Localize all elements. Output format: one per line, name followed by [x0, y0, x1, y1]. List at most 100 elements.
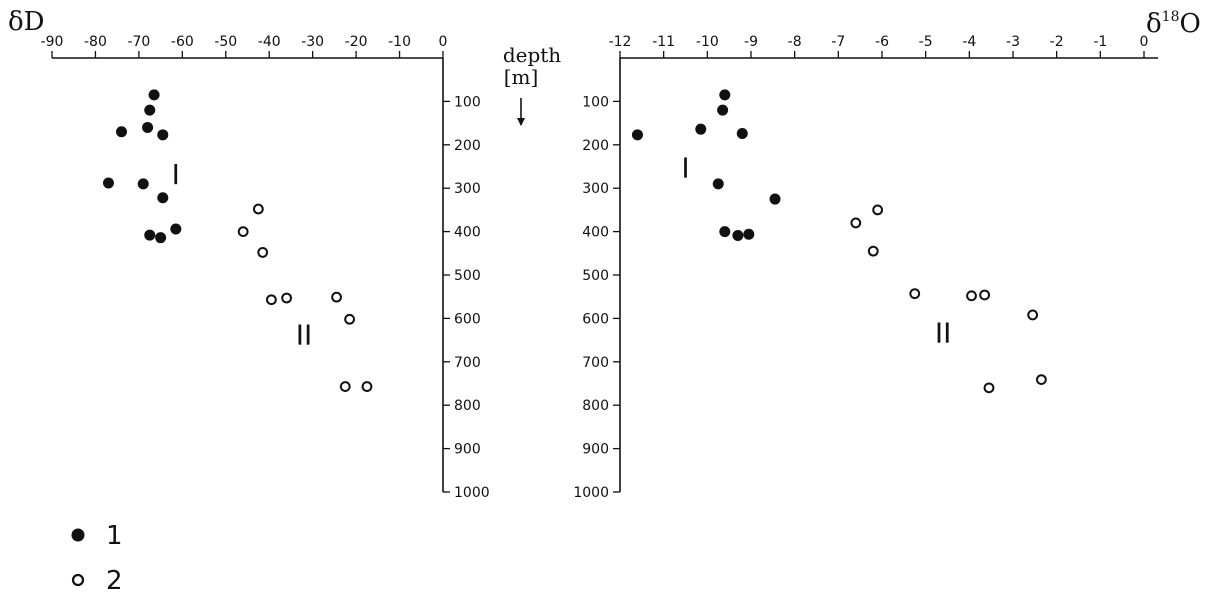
- data-point-series-2: [252, 203, 264, 215]
- data-point-series-1: [144, 229, 156, 241]
- x-tick-label: -3: [1006, 34, 1020, 50]
- y-tick-label: 700: [582, 355, 609, 371]
- data-point-series-2: [361, 381, 373, 392]
- y-tick-label: 900: [454, 442, 481, 458]
- data-point-series-1: [116, 126, 128, 138]
- x-tick-label: -90: [41, 34, 64, 50]
- group-label-ii: II: [296, 318, 313, 351]
- title-main: δD: [8, 7, 45, 37]
- x-tick-label: -60: [171, 34, 194, 50]
- data-point-series-1: [695, 123, 707, 135]
- legend-marker-filled: [71, 528, 85, 542]
- data-point-series-2: [237, 226, 249, 238]
- legend-label-1: 1: [106, 521, 123, 551]
- depth-axis-unit: [m]: [504, 65, 539, 89]
- x-tick-label: -20: [345, 34, 368, 50]
- y-tick-label: 400: [454, 225, 481, 241]
- data-point-series-2: [344, 313, 355, 325]
- group-label-i: I: [172, 158, 180, 191]
- data-point-series-2: [909, 288, 921, 300]
- data-point-series-2: [983, 382, 995, 394]
- title-end: O: [1179, 9, 1200, 39]
- y-tick-label: 100: [582, 94, 609, 110]
- data-point-series-1: [712, 178, 724, 190]
- data-point-series-1: [157, 192, 169, 204]
- data-point-series-1: [144, 104, 156, 116]
- data-point-series-1: [148, 89, 160, 101]
- data-point-series-2: [339, 381, 351, 392]
- panel-title: δD: [8, 7, 45, 37]
- x-tick-label: -10: [696, 34, 719, 50]
- legend-marker-open: [71, 573, 85, 587]
- y-tick-label: 1000: [454, 485, 490, 501]
- depth-axis-title: depth: [503, 43, 561, 67]
- data-point-series-2: [872, 204, 884, 216]
- y-tick-label: 100: [454, 94, 481, 110]
- x-tick-label: -11: [652, 34, 675, 50]
- data-point-series-1: [157, 129, 169, 141]
- legend: 12: [71, 521, 123, 596]
- title-main: δ: [1146, 9, 1162, 39]
- y-tick-label: 800: [582, 398, 609, 414]
- x-tick-label: -4: [962, 34, 976, 50]
- x-tick-label: -80: [84, 34, 107, 50]
- data-point-series-1: [732, 230, 744, 242]
- data-point-series-1: [631, 129, 643, 141]
- y-tick-label: 600: [454, 311, 481, 327]
- data-point-series-2: [257, 247, 269, 258]
- x-tick-label: -7: [831, 34, 845, 50]
- y-tick-label: 1000: [573, 485, 609, 501]
- x-tick-label: -30: [301, 34, 324, 50]
- x-tick-label: -9: [744, 34, 758, 50]
- y-tick-label: 500: [582, 268, 609, 284]
- data-point-series-1: [137, 178, 149, 190]
- data-point-series-2: [850, 217, 862, 229]
- y-tick-label: 400: [582, 225, 609, 241]
- data-point-series-1: [719, 226, 731, 238]
- data-point-series-1: [769, 193, 781, 205]
- data-point-series-2: [1027, 309, 1039, 321]
- data-point-series-1: [102, 177, 114, 189]
- x-tick-label: -6: [875, 34, 889, 50]
- x-tick-label: -12: [609, 34, 632, 50]
- group-label-i: I: [681, 151, 689, 184]
- panel-delta-d: -90 -80 -70 -60 -50 -40 -30 -20 -10 0 100 200 300 400…: [8, 7, 561, 501]
- x-tick-label: -8: [788, 34, 802, 50]
- group-label-ii: II: [935, 316, 952, 349]
- panel-title: δ18O: [1146, 9, 1201, 39]
- y-tick-label: 200: [582, 138, 609, 154]
- data-point-series-2: [281, 292, 293, 304]
- y-tick-label: 300: [454, 181, 481, 197]
- y-tick-label: 200: [454, 138, 481, 154]
- data-point-series-1: [170, 223, 182, 235]
- data-point-series-1: [717, 104, 729, 116]
- x-tick-label: -5: [919, 34, 933, 50]
- x-tick-label: 0: [439, 34, 448, 50]
- title-superscript: 18: [1162, 9, 1180, 25]
- data-point-series-2: [979, 289, 991, 301]
- depth-arrow-head: [517, 118, 525, 126]
- data-point-series-2: [331, 291, 342, 303]
- y-tick-label: 800: [454, 398, 481, 414]
- data-point-series-1: [155, 232, 167, 244]
- data-point-series-2: [265, 294, 277, 306]
- data-point-series-2: [867, 245, 879, 257]
- y-tick-label: 500: [454, 268, 481, 284]
- x-tick-label: -1: [1093, 34, 1107, 50]
- x-tick-label: -70: [127, 34, 150, 50]
- data-point-series-1: [142, 121, 154, 133]
- panel-delta-18o: -12 -11 -10 -9 -8 -7 -6 -5 -4 -3 -2 -1 0100200300400…: [573, 9, 1200, 501]
- data-point-series-1: [743, 228, 755, 240]
- data-point-series-2: [966, 290, 977, 302]
- data-point-series-2: [1035, 374, 1047, 385]
- data-point-series-1: [736, 128, 748, 140]
- x-tick-label: 0: [1140, 34, 1149, 50]
- x-tick-label: -50: [214, 34, 237, 50]
- x-tick-label: -40: [258, 34, 281, 50]
- x-tick-label: -2: [1050, 34, 1064, 50]
- data-point-series-1: [719, 89, 731, 101]
- y-tick-label: 300: [582, 181, 609, 197]
- y-tick-label: 700: [454, 355, 481, 371]
- legend-label-2: 2: [106, 566, 123, 596]
